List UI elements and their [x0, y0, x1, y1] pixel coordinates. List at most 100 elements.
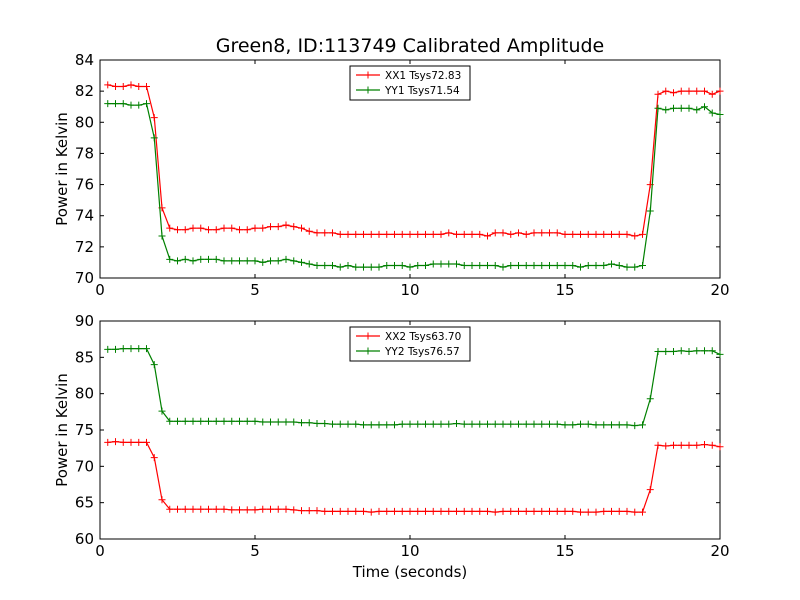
data-point-marker	[569, 230, 577, 238]
legend-entry-label: XX2 Tsys63.70	[385, 331, 461, 343]
data-point-marker	[336, 420, 344, 428]
data-point-marker	[197, 255, 205, 263]
data-point-marker	[336, 230, 344, 238]
data-point-marker	[290, 418, 298, 426]
data-point-marker	[685, 348, 693, 356]
data-point-marker	[243, 506, 251, 514]
data-point-marker	[631, 263, 639, 271]
data-point-marker	[375, 507, 383, 515]
data-point-marker	[546, 262, 553, 270]
data-point-marker	[321, 507, 329, 515]
data-point-marker	[646, 207, 654, 215]
x-tick-label: 10	[400, 281, 419, 299]
data-point-marker	[298, 507, 305, 515]
data-point-marker	[584, 508, 592, 516]
data-point-marker	[406, 263, 414, 271]
data-point-marker	[476, 262, 484, 270]
data-point-marker	[530, 420, 538, 428]
data-point-marker	[112, 100, 119, 108]
data-point-marker	[336, 263, 344, 271]
data-point-marker	[476, 420, 484, 428]
chart-panel-1: 0 5 10 15 20 70 72 74 76 78 80 82 84 Power in Kelvin X…	[53, 51, 730, 299]
data-point-marker	[592, 262, 600, 270]
data-point-marker	[546, 507, 553, 515]
data-point-marker	[515, 262, 522, 270]
data-point-marker	[507, 262, 515, 270]
data-point-marker	[631, 422, 639, 430]
data-point-marker	[313, 229, 321, 237]
data-point-marker	[344, 262, 352, 270]
data-point-marker	[205, 226, 212, 234]
data-point-marker	[553, 420, 561, 428]
data-point-marker	[174, 257, 181, 265]
data-point-marker	[236, 417, 243, 425]
data-point-marker	[298, 258, 305, 266]
data-point-marker	[522, 262, 530, 270]
data-point-marker	[507, 230, 515, 238]
data-point-marker	[476, 230, 484, 238]
data-point-marker	[251, 257, 259, 265]
data-point-marker	[228, 257, 236, 265]
data-point-marker	[491, 229, 499, 237]
data-point-marker	[716, 111, 724, 118]
data-point-marker	[166, 417, 174, 425]
data-point-marker	[205, 417, 212, 425]
data-point-marker	[499, 420, 507, 428]
data-point-marker	[305, 419, 313, 427]
data-point-marker	[429, 260, 437, 268]
data-point-marker	[406, 230, 414, 238]
y-tick-label: 80	[75, 385, 94, 403]
data-point-marker	[181, 255, 189, 263]
data-point-marker	[600, 230, 608, 238]
data-point-marker	[119, 438, 127, 446]
data-point-marker	[143, 438, 150, 446]
data-point-marker	[515, 229, 522, 237]
data-point-marker	[127, 101, 135, 109]
data-point-marker	[251, 224, 259, 232]
data-point-marker	[453, 507, 460, 515]
data-point-marker	[422, 262, 429, 270]
data-point-marker	[468, 230, 476, 238]
legend-entry-label: YY1 Tsys71.54	[384, 85, 460, 97]
data-point-marker	[468, 507, 476, 515]
data-point-marker	[329, 262, 336, 270]
data-point-marker	[615, 230, 623, 238]
data-point-marker	[352, 420, 360, 428]
data-point-marker	[112, 345, 119, 353]
data-point-marker	[267, 223, 274, 231]
data-point-marker	[391, 230, 398, 238]
data-point-marker	[437, 420, 445, 428]
data-point-marker	[383, 507, 391, 515]
data-point-marker	[422, 230, 429, 238]
data-point-marker	[251, 506, 259, 514]
data-point-marker	[391, 262, 398, 270]
data-point-marker	[615, 421, 623, 429]
data-point-marker	[476, 507, 484, 515]
data-point-marker	[298, 224, 305, 232]
data-point-marker	[538, 507, 546, 515]
data-point-marker	[484, 507, 491, 515]
data-point-marker	[360, 230, 367, 238]
data-point-marker	[212, 255, 220, 263]
y-axis-label: Power in Kelvin	[53, 373, 71, 487]
data-point-marker	[561, 262, 569, 270]
data-point-marker	[716, 350, 724, 358]
data-point-marker	[608, 230, 615, 238]
data-point-marker	[522, 230, 530, 238]
data-point-marker	[313, 507, 321, 515]
data-point-marker	[290, 506, 298, 514]
data-point-marker	[143, 345, 150, 353]
data-point-marker	[507, 420, 515, 428]
data-point-marker	[360, 507, 367, 515]
data-point-marker	[150, 361, 158, 369]
data-point-marker	[553, 507, 561, 515]
data-point-marker	[243, 257, 251, 265]
data-point-marker	[569, 262, 577, 270]
data-point-marker	[716, 87, 724, 95]
data-point-marker	[437, 230, 445, 238]
data-point-marker	[414, 230, 422, 238]
data-point-marker	[228, 417, 236, 425]
data-point-marker	[670, 348, 677, 356]
data-point-marker	[468, 262, 476, 270]
